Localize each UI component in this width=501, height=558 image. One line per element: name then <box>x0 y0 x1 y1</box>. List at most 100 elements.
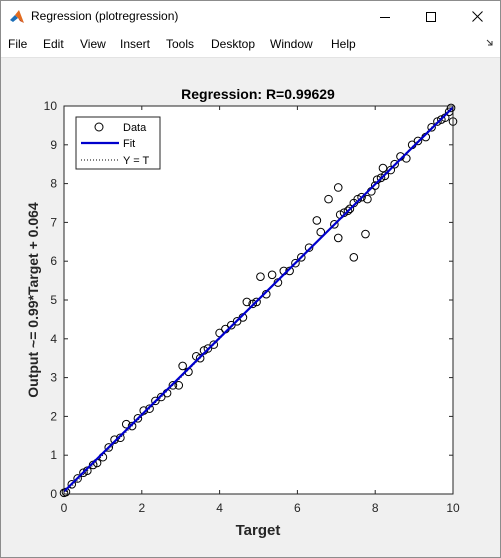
window-title: Regression (plotregression) <box>31 9 179 23</box>
y-tick-label: 8 <box>50 177 57 191</box>
data-point <box>386 165 396 175</box>
data-point <box>127 421 137 431</box>
legend-data-marker <box>94 122 104 132</box>
data-point <box>133 414 143 423</box>
data-point <box>324 194 333 204</box>
data-point <box>174 381 184 390</box>
x-tick-label: 2 <box>138 501 145 515</box>
data-point <box>267 270 277 280</box>
menu-view[interactable]: View <box>80 37 106 51</box>
data-point <box>145 404 154 413</box>
data-point <box>203 344 213 353</box>
data-point <box>370 181 380 190</box>
minimize-button[interactable] <box>362 1 408 32</box>
data-point <box>363 194 372 204</box>
x-axis-label: Target <box>236 522 281 539</box>
close-icon <box>471 11 483 22</box>
menu-edit[interactable]: Edit <box>43 37 64 51</box>
y-tick-label: 0 <box>50 487 57 501</box>
data-point <box>316 227 326 237</box>
maximize-icon <box>426 11 436 22</box>
data-point <box>304 243 314 252</box>
minimize-icon <box>380 16 390 18</box>
data-point <box>343 206 353 216</box>
menu-insert[interactable]: Insert <box>120 37 151 51</box>
y-tick-label: 3 <box>50 371 57 385</box>
y-tick-label: 4 <box>50 332 57 346</box>
x-tick-label: 4 <box>216 501 223 515</box>
title-bar[interactable]: Regression (plotregression) <box>1 1 500 32</box>
data-point <box>110 435 119 444</box>
data-point <box>209 340 219 349</box>
data-point <box>333 183 343 192</box>
data-point <box>291 258 300 268</box>
x-tick-label: 10 <box>446 501 460 515</box>
legend-fit-label: Fit <box>123 138 135 150</box>
data-point <box>178 361 187 371</box>
data-point <box>121 419 131 429</box>
y-tick-label: 5 <box>50 293 57 307</box>
data-point <box>380 171 390 181</box>
data-point <box>252 297 261 307</box>
legend-identity-label: Y = T <box>123 155 149 167</box>
regression-plot: 0 2 4 6 8 10 0 1 2 3 4 5 6 7 8 9 10 Regression: R=0.996… <box>25 86 460 539</box>
y-tick-label: 6 <box>50 254 57 268</box>
legend[interactable]: Data Fit Y = T <box>75 116 161 170</box>
legend-data-label: Data <box>123 122 147 134</box>
x-tick-label: 8 <box>372 501 379 515</box>
data-point <box>151 396 160 406</box>
y-axis-label: Output ~= 0.99*Target + 0.064 <box>25 202 41 398</box>
data-point <box>195 353 205 363</box>
data-point <box>296 253 306 262</box>
maximize-button[interactable] <box>408 1 454 32</box>
chart-title: Regression: R=0.99629 <box>181 86 335 102</box>
y-tick-label: 9 <box>50 138 57 152</box>
x-axis: 0 2 4 6 8 10 <box>61 106 460 515</box>
data-point <box>104 443 114 452</box>
menu-file[interactable]: File <box>8 37 28 51</box>
menu-tools[interactable]: Tools <box>166 37 195 51</box>
data-point <box>446 103 456 113</box>
close-button[interactable] <box>454 1 500 32</box>
data-point <box>79 468 88 477</box>
data-point <box>285 266 294 276</box>
data-point <box>156 392 166 402</box>
data-point <box>345 204 355 214</box>
x-tick-label: 0 <box>61 501 68 515</box>
data-point <box>73 474 82 483</box>
y-tick-label: 2 <box>50 409 57 423</box>
data-point <box>427 123 436 132</box>
data-point <box>437 115 446 124</box>
data-point <box>357 192 366 202</box>
data-point <box>390 159 399 169</box>
data-point <box>242 297 252 307</box>
y-tick-label: 1 <box>50 448 57 462</box>
data-point <box>378 163 388 173</box>
y-tick-label: 10 <box>44 99 58 113</box>
fit-line <box>63 106 454 493</box>
y-axis: 0 1 2 3 4 5 6 7 8 9 10 <box>44 99 453 501</box>
data-point <box>361 229 370 239</box>
data-point <box>413 136 423 146</box>
data-point <box>88 460 98 470</box>
data-point <box>349 253 359 262</box>
data-point <box>168 381 178 390</box>
data-point <box>139 406 149 415</box>
figure-canvas: 0 2 4 6 8 10 0 1 2 3 4 5 6 7 8 9 10 Regression: R=0.996… <box>1 59 500 557</box>
menu-window[interactable]: Window <box>270 37 313 51</box>
menu-desktop[interactable]: Desktop <box>211 37 256 51</box>
data-point <box>226 320 236 330</box>
data-point <box>376 173 386 183</box>
dock-arrow-icon[interactable] <box>486 39 494 47</box>
menu-bar: File Edit View Insert Tools Desktop Wind… <box>1 32 500 58</box>
data-point <box>312 216 322 225</box>
data-point <box>333 233 343 243</box>
data-point <box>116 433 125 443</box>
x-tick-label: 6 <box>294 501 301 515</box>
matlab-logo-icon <box>10 10 24 23</box>
menu-help[interactable]: Help <box>331 37 356 51</box>
data-point <box>232 317 242 326</box>
data-point <box>248 299 257 309</box>
data-point <box>67 480 77 489</box>
